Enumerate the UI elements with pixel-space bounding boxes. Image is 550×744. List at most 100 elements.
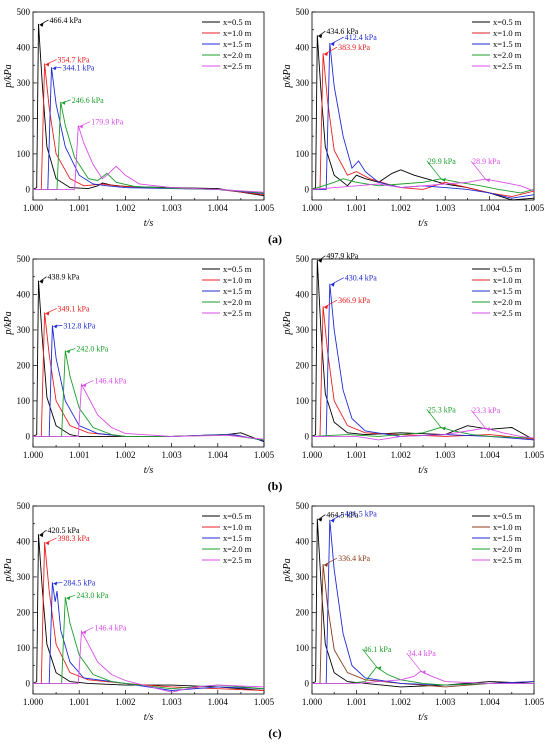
x-axis-title: t/s: [418, 465, 428, 476]
annotation-arrow: [426, 409, 443, 429]
annotation-label: 412.4 kPa: [345, 33, 377, 42]
annotation-arrowhead: [53, 324, 58, 329]
x-tick-label: 1.000: [23, 697, 44, 707]
annotation-label: 438.9 kPa: [48, 273, 80, 282]
annotation-label: 146.4 kPa: [95, 623, 127, 632]
legend-entry: x=2.5 m: [223, 61, 252, 71]
annotation-label: 46.1 kPa: [363, 645, 391, 654]
x-tick-label: 1.004: [208, 697, 229, 707]
annotation-label: 34.4 kPa: [408, 649, 436, 658]
annotation-arrowhead: [45, 62, 50, 67]
annotation-arrowhead: [324, 52, 329, 57]
x-tick-label: 1.000: [23, 450, 44, 460]
legend-entry: x=1.5 m: [493, 39, 522, 49]
annotation-label: 179.9 kPa: [91, 118, 123, 127]
annotation-label: 398.3 kPa: [58, 534, 90, 543]
legend-entry: x=0.5 m: [223, 17, 252, 27]
series-line: [311, 178, 535, 194]
annotation-label: 464.5 kPa: [326, 511, 358, 520]
annotation-arrowhead: [318, 517, 323, 522]
annotation-arrowhead: [330, 42, 335, 47]
legend-entry: x=0.5 m: [493, 17, 522, 27]
legend-entry: x=0.5 m: [493, 264, 522, 274]
legend-entry: x=2.0 m: [223, 50, 252, 60]
annotation-arrowhead: [66, 349, 71, 354]
y-tick-label: 300: [17, 78, 31, 88]
legend-entry: x=2.0 m: [223, 544, 252, 554]
y-tick-label: 0: [26, 678, 31, 688]
annotation-label: 344.1 kPa: [62, 63, 94, 72]
series-line: [33, 582, 265, 691]
series-line: [33, 125, 265, 193]
series-line: [312, 666, 534, 686]
x-tick-label: 1.000: [302, 450, 323, 460]
x-tick-label: 1.003: [435, 697, 456, 707]
x-tick-label: 1.001: [69, 450, 89, 460]
y-tick-label: 400: [296, 289, 310, 299]
y-tick-label: 400: [17, 289, 31, 299]
legend-entry: x=2.5 m: [493, 61, 522, 71]
x-tick-label: 1.005: [524, 697, 545, 707]
y-tick-label: 200: [296, 607, 310, 617]
series-line: [33, 597, 265, 690]
annotation-arrow: [470, 160, 487, 181]
legend-entry: x=1.5 m: [493, 286, 522, 296]
legend-entry: x=2.0 m: [493, 50, 522, 60]
y-tick-label: 300: [17, 325, 31, 335]
annotation-label: 461.5 kPa: [345, 510, 377, 519]
x-tick-label: 1.004: [479, 697, 500, 707]
y-tick-label: 500: [296, 501, 310, 511]
x-tick-label: 1.001: [346, 697, 366, 707]
annotation-arrowhead: [45, 311, 50, 316]
annotation-arrowhead: [421, 670, 426, 675]
x-tick-label: 1.000: [302, 697, 323, 707]
legend-entry: x=1.0 m: [223, 275, 252, 285]
annotation-label: 383.9 kPa: [338, 43, 370, 52]
annotation-label: 497.9 kPa: [326, 252, 358, 261]
y-tick-label: 200: [17, 607, 31, 617]
x-axis-title: t/s: [144, 712, 154, 723]
series-line: [312, 283, 535, 441]
annotation-arrow: [39, 529, 47, 536]
series-line: [311, 426, 535, 439]
x-tick-label: 1.004: [208, 203, 229, 213]
series-line: [33, 312, 265, 441]
x-tick-label: 1.003: [161, 203, 182, 213]
series-line: [32, 534, 265, 691]
annotation-arrow: [39, 276, 47, 282]
annotation-label: 28.9 kPa: [472, 157, 500, 166]
y-tick-label: 200: [296, 360, 310, 370]
x-tick-label: 1.005: [524, 203, 545, 213]
y-tick-label: 400: [17, 42, 31, 52]
x-tick-label: 1.004: [479, 450, 500, 460]
annotation-arrowhead: [441, 426, 446, 431]
annotation-arrowhead: [39, 533, 44, 538]
legend-entry: x=2.5 m: [223, 308, 252, 318]
legend-entry: x=0.5 m: [493, 511, 522, 521]
y-tick-label: 400: [17, 536, 31, 546]
y-tick-label: 0: [305, 678, 310, 688]
legend-entry: x=2.0 m: [493, 544, 522, 554]
annotation-label: 246.6 kPa: [72, 96, 104, 105]
annotation-arrow: [362, 648, 378, 669]
annotation-arrow: [323, 46, 338, 55]
x-tick-label: 1.002: [391, 203, 411, 213]
legend-entry: x=2.0 m: [493, 297, 522, 307]
chart-a-left: 1.000 1.001 1.002 1.003 1.004 1.005 0 100 200 300…: [3, 7, 275, 229]
annotation-label: 434.6 kPa: [326, 27, 358, 36]
annotation-label: 349.1 kPa: [58, 305, 90, 314]
y-tick-label: 300: [296, 325, 310, 335]
annotation-arrow: [470, 409, 487, 430]
annotation-arrow: [330, 36, 344, 45]
y-tick-label: 400: [296, 536, 310, 546]
y-tick-label: 0: [305, 431, 310, 441]
y-tick-label: 100: [17, 396, 31, 406]
annotation-arrowhead: [45, 541, 50, 546]
annotation-arrowhead: [486, 427, 491, 432]
x-axis-title: t/s: [144, 218, 154, 229]
y-tick-label: 500: [296, 7, 310, 17]
y-tick-label: 100: [17, 643, 31, 653]
annotation-arrowhead: [377, 666, 382, 671]
annotation-label: 466.4 kPa: [50, 16, 82, 25]
annotation-arrow: [330, 277, 344, 285]
